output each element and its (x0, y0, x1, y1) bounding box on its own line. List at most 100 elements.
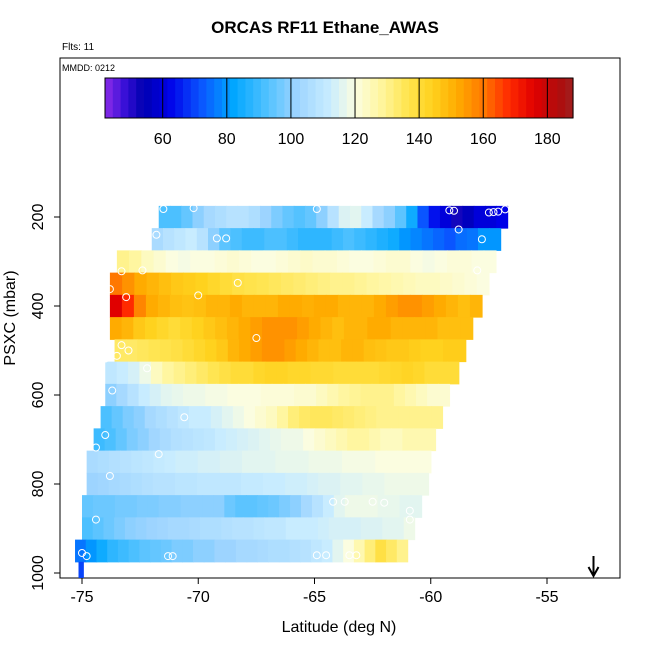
heatmap-cell (307, 517, 319, 541)
heatmap-cell (134, 272, 148, 296)
heatmap-cell (393, 383, 406, 407)
sample-marker (194, 291, 203, 300)
heatmap-cell (308, 317, 322, 340)
heatmap-cell (268, 539, 280, 563)
heatmap-cell (293, 205, 306, 229)
heatmap-cell (328, 517, 341, 541)
colorbar-segment (534, 78, 543, 118)
sample-marker (138, 266, 147, 275)
direction-arrow-icon (587, 556, 600, 579)
heatmap-cell (285, 517, 298, 541)
heatmap-cell (330, 450, 343, 474)
colorbar-segment (307, 78, 317, 118)
heatmap-cell (78, 561, 84, 578)
heatmap-cell (379, 317, 392, 340)
heatmap-cell (299, 361, 312, 385)
heatmap-cell (297, 317, 310, 340)
heatmap-cell (180, 495, 193, 518)
heatmap-cell (410, 250, 424, 274)
colorbar-segment (417, 78, 426, 118)
heatmap-cell (388, 495, 401, 518)
heatmap-cell (115, 428, 128, 452)
colorbar-segment (495, 78, 504, 118)
heatmap-cell (431, 406, 444, 429)
heatmap-cell (219, 272, 233, 296)
sample-marker (164, 552, 173, 561)
heatmap-cell (196, 228, 209, 251)
heatmap-cell (383, 205, 396, 229)
colorbar: 60 80 100 120 140 160 180 (104, 77, 574, 148)
heatmap-cell (321, 539, 334, 563)
heatmap-cell (329, 472, 341, 496)
heatmap-cell (246, 495, 258, 518)
heatmap-cell (174, 228, 187, 251)
heatmap-cell (343, 539, 355, 563)
heatmap-cell (109, 317, 123, 340)
heatmap-cell (196, 472, 209, 496)
heatmap-cell (354, 406, 366, 429)
sample-marker (445, 206, 454, 215)
heatmap-cell (256, 272, 270, 296)
heatmap-cell (397, 294, 411, 318)
heatmap-cell (82, 517, 94, 541)
heatmap-cell (129, 250, 143, 274)
colorbar-segment (190, 78, 200, 118)
colorbar-segment (354, 78, 363, 118)
heatmap-cell (122, 272, 136, 296)
arrow-head (587, 566, 600, 579)
heatmap-cell (452, 272, 466, 296)
heatmap-cell (382, 517, 394, 541)
heatmap-cell (229, 472, 242, 496)
heatmap-cell (329, 272, 343, 296)
colorbar-frame (104, 77, 574, 119)
heatmap-cell (139, 539, 151, 563)
heatmap-cell (210, 406, 223, 429)
heatmap-cell (344, 361, 357, 385)
heatmap-cell (402, 428, 415, 452)
heatmap-cell (149, 383, 162, 407)
heatmap-cell (153, 450, 166, 474)
heatmap-cell (419, 450, 432, 474)
sample-marker (101, 431, 110, 440)
heatmap-cell (263, 250, 277, 274)
heatmap-cell (310, 539, 323, 563)
heatmap-cell (337, 294, 351, 318)
sample-marker (501, 205, 510, 214)
chart-title: ORCAS RF11 Ethane_AWAS (211, 18, 439, 37)
heatmap-cell (131, 450, 143, 474)
sample-marker (352, 551, 361, 560)
heatmap-cell (170, 428, 183, 452)
colorbar-segment (261, 78, 270, 118)
heatmap-cell (431, 339, 444, 363)
heatmap-cell (147, 495, 160, 518)
heatmap-cell (399, 495, 412, 518)
colorbar-segment (183, 78, 192, 118)
heatmap-cell (264, 517, 276, 541)
heatmap-cell (181, 294, 195, 318)
heatmap-cell (173, 361, 186, 385)
sample-marker (154, 450, 163, 459)
heatmap-cell (218, 472, 231, 496)
heatmap-cell (278, 539, 291, 563)
heatmap-cell (103, 495, 116, 518)
x-tick-label: -55 (535, 589, 558, 606)
heatmap-cell (166, 406, 179, 429)
heatmap-cell (199, 517, 212, 541)
colorbar-tick-label: 80 (218, 131, 236, 148)
heatmap-cell (386, 539, 398, 563)
heatmap-cell (457, 294, 471, 318)
heatmap-cell (284, 339, 297, 363)
heatmap-cell (353, 539, 366, 563)
heatmap-cell (427, 383, 439, 407)
colorbar-segment (276, 78, 285, 118)
colorbar-segment (440, 78, 449, 118)
heatmap-cell (396, 539, 409, 563)
colorbar-segment (120, 78, 129, 118)
heatmap-cell (386, 450, 399, 474)
heatmap-cell (395, 472, 408, 496)
sample-marker (312, 551, 321, 560)
heatmap-cell (105, 383, 118, 407)
heatmap-cell (178, 250, 191, 274)
heatmap-cell (343, 228, 355, 251)
colorbar-segment (456, 78, 465, 118)
